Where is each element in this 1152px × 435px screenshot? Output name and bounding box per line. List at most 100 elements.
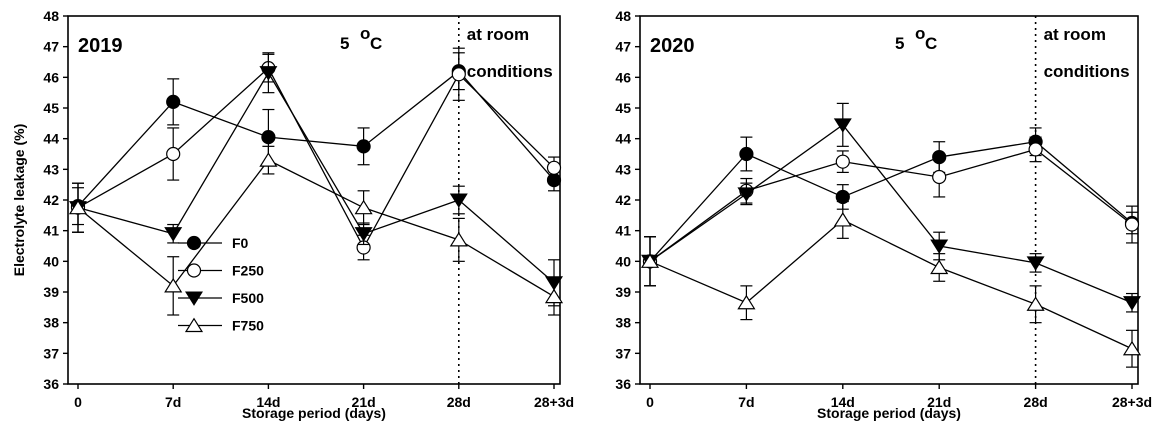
x-tick-label: 28+3d [1112, 394, 1152, 410]
x-tick-label: 7d [165, 394, 181, 410]
y-tick-label: 46 [43, 69, 59, 85]
room-conditions-label: at room [467, 25, 529, 44]
temperature-value: 5 [340, 34, 349, 53]
y-tick-label: 48 [43, 8, 59, 24]
y-tick-label: 36 [615, 376, 631, 392]
data-point [833, 212, 852, 227]
data-point [739, 146, 754, 162]
y-tick-label: 47 [615, 39, 631, 55]
series-f750 [640, 200, 1142, 368]
y-tick-label: 44 [43, 131, 59, 147]
y-tick-label: 41 [615, 223, 631, 239]
data-point [1124, 217, 1140, 232]
x-axis-title: Storage period (days) [817, 405, 961, 421]
y-tick-label: 42 [615, 192, 631, 208]
data-point [1028, 142, 1043, 157]
series-f250 [642, 136, 1140, 287]
series-f0 [642, 127, 1140, 287]
legend-marker [186, 235, 202, 251]
data-point [449, 231, 468, 247]
y-tick-label: 39 [43, 284, 59, 300]
y-tick-label: 47 [43, 39, 59, 55]
legend-marker [184, 317, 204, 333]
data-point [68, 199, 88, 215]
temperature-unit: C [370, 34, 382, 53]
x-tick-label: 28d [1024, 394, 1048, 410]
data-point [166, 146, 181, 162]
panel-year-label: 2019 [78, 35, 123, 57]
data-point [930, 239, 949, 254]
data-point [544, 288, 564, 304]
y-tick-label: 36 [43, 376, 59, 392]
x-tick-label: 28d [447, 394, 471, 410]
y-tick-label: 48 [615, 8, 631, 24]
data-point [261, 130, 276, 145]
y-tick-label: 45 [43, 100, 59, 116]
data-point [166, 94, 181, 109]
y-tick-label: 40 [43, 253, 59, 269]
y-tick-label: 40 [615, 253, 631, 269]
y-tick-label: 43 [43, 161, 59, 177]
series-line [649, 123, 1133, 304]
y-tick-label: 46 [615, 69, 631, 85]
series-f500 [69, 52, 563, 307]
data-point [354, 227, 373, 242]
series-line [77, 70, 555, 207]
y-tick-label: 43 [615, 161, 631, 177]
y-tick-label: 38 [43, 315, 59, 331]
data-point [1123, 296, 1141, 311]
data-point [164, 277, 183, 293]
data-point [356, 139, 371, 154]
temperature-value: 5 [895, 34, 904, 53]
data-point [259, 66, 278, 81]
data-point [835, 154, 850, 169]
room-conditions-label: conditions [1044, 62, 1130, 81]
y-tick-label: 45 [615, 100, 631, 116]
room-conditions-label: conditions [467, 62, 553, 81]
y-tick-label: 38 [615, 315, 631, 331]
x-axis-title: Storage period (days) [242, 405, 386, 421]
x-tick-label: 7d [738, 394, 754, 410]
temperature-label: 5 oC [895, 24, 937, 53]
series-line [649, 148, 1133, 262]
legend-marker [186, 263, 202, 278]
data-point [354, 199, 373, 215]
data-point [451, 67, 466, 82]
legend-label: F750 [232, 318, 264, 334]
data-point [833, 118, 852, 133]
room-conditions-label: at room [1044, 25, 1106, 44]
series-line [77, 71, 555, 284]
series-line [649, 219, 1133, 350]
y-tick-label: 42 [43, 192, 59, 208]
data-point [932, 169, 947, 185]
data-point [930, 259, 949, 275]
temperature-label: 5 oC [340, 24, 382, 53]
data-point [164, 227, 183, 242]
series-f500 [641, 102, 1141, 313]
x-tick-label: 21d [352, 394, 376, 410]
temperature-degree: o [360, 24, 370, 43]
legend-label: F500 [232, 290, 264, 306]
y-tick-label: 41 [43, 223, 59, 239]
series-line [649, 141, 1133, 262]
y-tick-label: 37 [43, 345, 59, 361]
data-point [1122, 340, 1142, 356]
panel-2020: 36 37 38 39 40 41 42 43 44 45 46 47 48 0 7d 14d 21d 28d 28… [615, 8, 1152, 421]
data-point [259, 152, 278, 167]
y-axis-title: Electrolyte leakage (%) [11, 124, 27, 277]
legend-marker [185, 291, 203, 306]
y-tick-label: 37 [615, 345, 631, 361]
y-tick-label: 39 [615, 284, 631, 300]
series-line [77, 159, 555, 298]
x-tick-label: 0 [74, 394, 82, 410]
data-point [737, 187, 756, 202]
x-tick-label: 14d [256, 394, 280, 410]
panel-2019: 36 37 38 39 40 41 42 43 44 45 46 47 48 0 7d 14d 21d 28d 28… [11, 8, 574, 421]
series-line [77, 67, 555, 249]
legend: F0 F250 F500 F750 [178, 235, 264, 334]
legend-label: F0 [232, 235, 249, 251]
series-f750 [68, 145, 564, 316]
legend-label: F250 [232, 263, 264, 279]
